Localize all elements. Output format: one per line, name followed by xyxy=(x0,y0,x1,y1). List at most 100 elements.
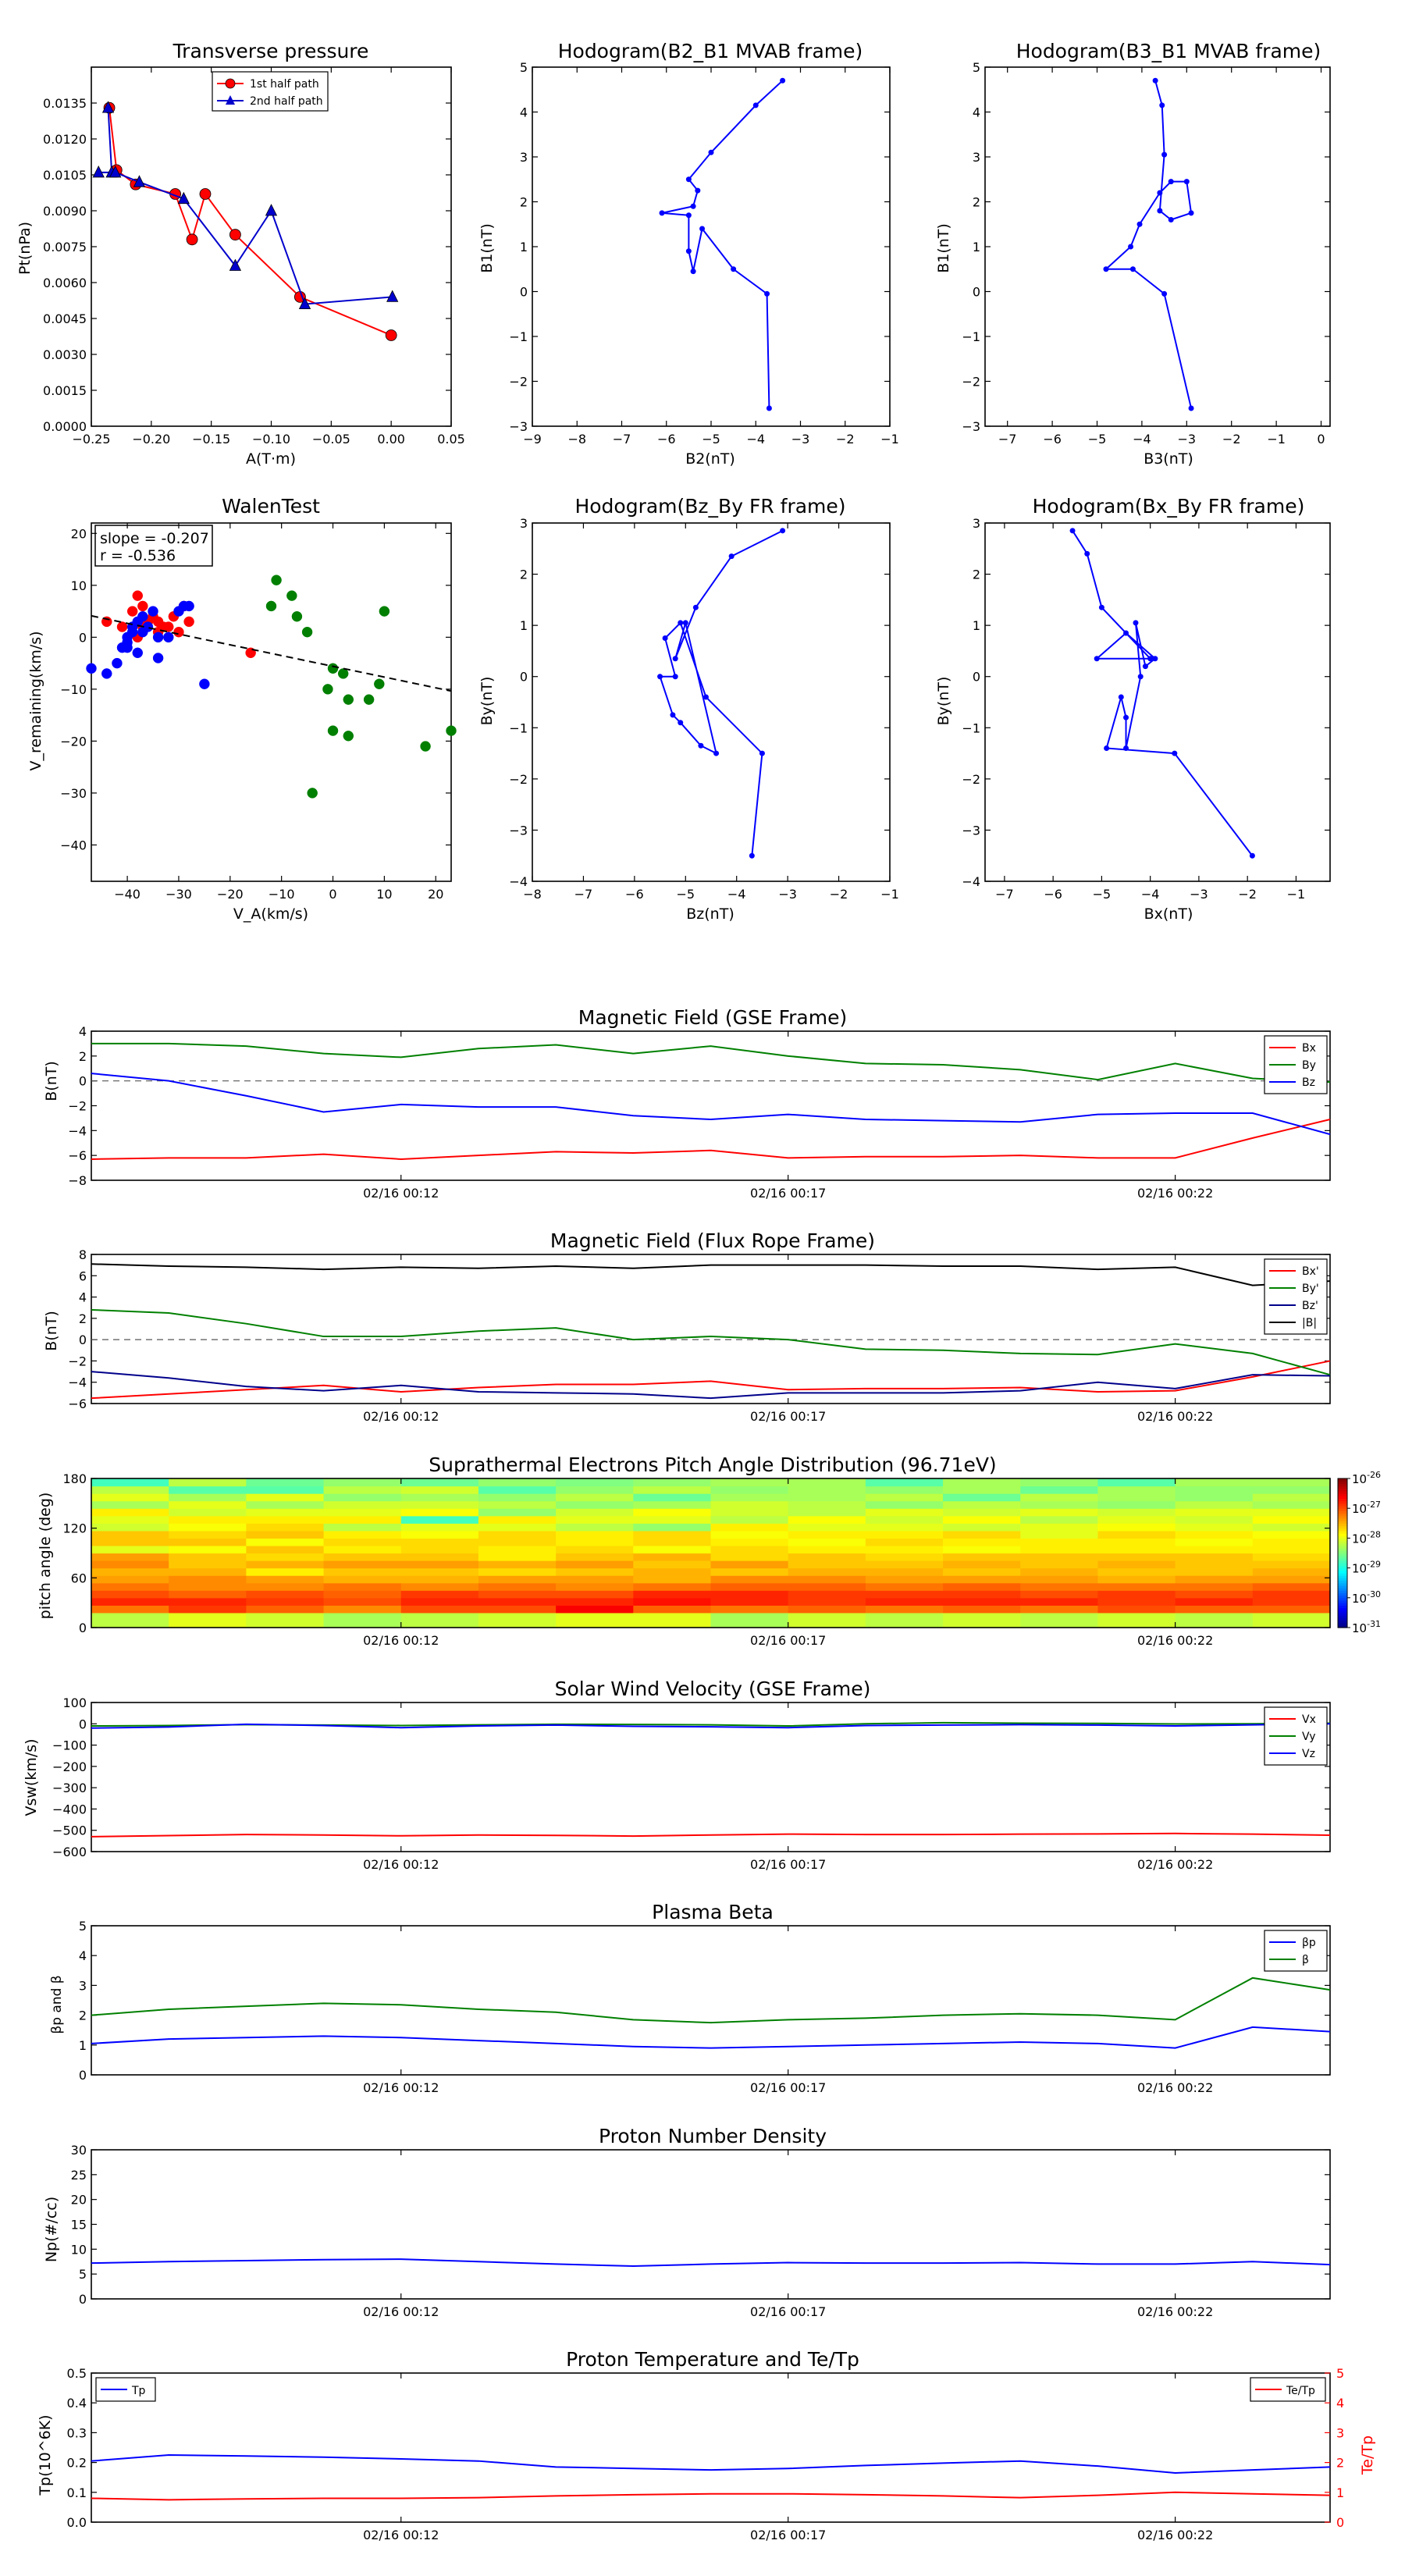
heatmap-cell xyxy=(943,1538,1021,1546)
heatmap-cell xyxy=(91,1612,169,1628)
colorbar-segment xyxy=(1338,1506,1347,1509)
heatmap-cell xyxy=(91,1553,169,1561)
heatmap-cell xyxy=(400,1500,479,1509)
heatmap-cell xyxy=(633,1560,712,1569)
x-tick-label: −8 xyxy=(523,887,542,902)
data-point xyxy=(1069,528,1076,534)
data-point xyxy=(1183,179,1190,185)
heatmap-cell xyxy=(788,1590,866,1599)
heatmap-cell xyxy=(556,1582,634,1591)
heatmap-cell xyxy=(1175,1538,1254,1546)
heatmap-cell xyxy=(246,1500,325,1509)
heatmap-cell xyxy=(246,1508,325,1517)
heatmap-cell xyxy=(246,1567,325,1576)
data-point xyxy=(685,176,692,183)
y2-tick-label: 2 xyxy=(1336,2456,1344,2471)
data-point xyxy=(271,575,282,585)
x-tick-label: 02/16 00:22 xyxy=(1137,1186,1213,1201)
heatmap-cell xyxy=(400,1523,479,1532)
data-point xyxy=(780,77,786,84)
series-line-by- xyxy=(91,1308,1331,1376)
x-tick-label: −4 xyxy=(727,887,746,902)
legend-label: Bz xyxy=(1302,1076,1315,1089)
heatmap-cell xyxy=(865,1590,944,1599)
data-point xyxy=(132,647,144,659)
heatmap-cell xyxy=(943,1582,1021,1591)
data-point xyxy=(1142,664,1148,670)
x-axis-label: V_A(km/s) xyxy=(233,906,308,923)
heatmap-cell xyxy=(556,1485,634,1494)
y-tick-label: 0.0030 xyxy=(43,347,87,362)
heatmap-cell xyxy=(1097,1590,1176,1599)
colorbar-segment xyxy=(1338,1498,1347,1502)
heatmap-cell xyxy=(788,1582,866,1591)
x-tick-label: −7 xyxy=(995,887,1014,902)
series-line-bx xyxy=(91,1119,1331,1160)
data-point xyxy=(1161,151,1168,158)
y2-tick-label: 3 xyxy=(1336,2425,1344,2440)
heatmap-cell xyxy=(1252,1508,1331,1517)
colorbar-segment xyxy=(1338,1500,1347,1504)
x-tick-label: 02/16 00:22 xyxy=(1137,1857,1213,1872)
colorbar-segment xyxy=(1338,1542,1347,1546)
heatmap-cell xyxy=(633,1612,712,1628)
x-tick-label: 02/16 00:22 xyxy=(1137,2304,1213,2319)
heatmap-cell xyxy=(1097,1500,1176,1509)
x-tick-label: −20 xyxy=(217,887,244,902)
heatmap-cell xyxy=(1097,1508,1176,1517)
heatmap-cell xyxy=(633,1538,712,1546)
y-tick-label: −6 xyxy=(68,1397,87,1411)
y-tick-label: 0.0000 xyxy=(43,419,87,434)
heatmap-cell xyxy=(1252,1485,1331,1494)
legend-label: |B| xyxy=(1302,1317,1317,1329)
heatmap-cell xyxy=(556,1478,634,1487)
heatmap-cell xyxy=(478,1545,557,1554)
x-tick-label: −7 xyxy=(998,432,1017,447)
colorbar-segment xyxy=(1338,1523,1347,1527)
heatmap-cell xyxy=(865,1612,944,1628)
legend-label: 2nd half path xyxy=(250,95,323,108)
heatmap-cell xyxy=(323,1560,402,1569)
x-tick-label: 02/16 00:22 xyxy=(1137,1633,1213,1648)
heatmap-cell xyxy=(1020,1612,1099,1628)
x-tick-label: −1 xyxy=(1287,887,1306,902)
panel-plasma-beta: Plasma Beta βp and β 02/16 00:12 02/16 00… xyxy=(49,1901,1331,2095)
heatmap-cell xyxy=(1252,1605,1331,1614)
x-tick-label: −10 xyxy=(269,887,295,902)
data-point xyxy=(92,165,105,178)
heatmap-cell xyxy=(556,1523,634,1532)
heatmap-cell xyxy=(323,1530,402,1539)
y-tick-label: 15 xyxy=(71,2218,87,2233)
y-tick-label: −600 xyxy=(52,1845,87,1859)
heatmap-cell xyxy=(788,1485,866,1494)
x-tick-label: −7 xyxy=(613,432,631,447)
heatmap-cell xyxy=(556,1530,634,1539)
colorbar-segment xyxy=(1338,1595,1347,1599)
y-tick-label: 1 xyxy=(79,2038,87,2053)
heatmap-cell xyxy=(865,1515,944,1524)
legend-label: Bx xyxy=(1302,1042,1316,1055)
colorbar-segment xyxy=(1338,1521,1347,1524)
heatmap-cell xyxy=(400,1478,479,1487)
heatmap-cell xyxy=(633,1567,712,1576)
data-point xyxy=(759,750,765,756)
x-tick-label: 02/16 00:12 xyxy=(363,1186,439,1201)
heatmap-cell xyxy=(943,1508,1021,1517)
y-tick-label: −300 xyxy=(52,1781,87,1795)
y-tick-label: −4 xyxy=(962,874,980,889)
y-tick-label: 0.0060 xyxy=(43,276,87,290)
data-point xyxy=(766,405,772,411)
heatmap-cell xyxy=(91,1530,169,1539)
colorbar-tick-label: 10-31 xyxy=(1352,1619,1381,1635)
heatmap-cell xyxy=(633,1500,712,1509)
heatmap-cell xyxy=(1175,1553,1254,1561)
heatmap-cell xyxy=(1020,1493,1099,1502)
data-point xyxy=(1147,656,1154,662)
heatmap-cell xyxy=(323,1545,402,1554)
heatmap-cell xyxy=(556,1553,634,1561)
y-tick-label: 1 xyxy=(520,618,528,633)
heatmap-cell xyxy=(556,1508,634,1517)
heatmap-cell xyxy=(633,1590,712,1599)
data-point xyxy=(1152,656,1158,662)
series-line-vz xyxy=(91,1723,1331,1729)
